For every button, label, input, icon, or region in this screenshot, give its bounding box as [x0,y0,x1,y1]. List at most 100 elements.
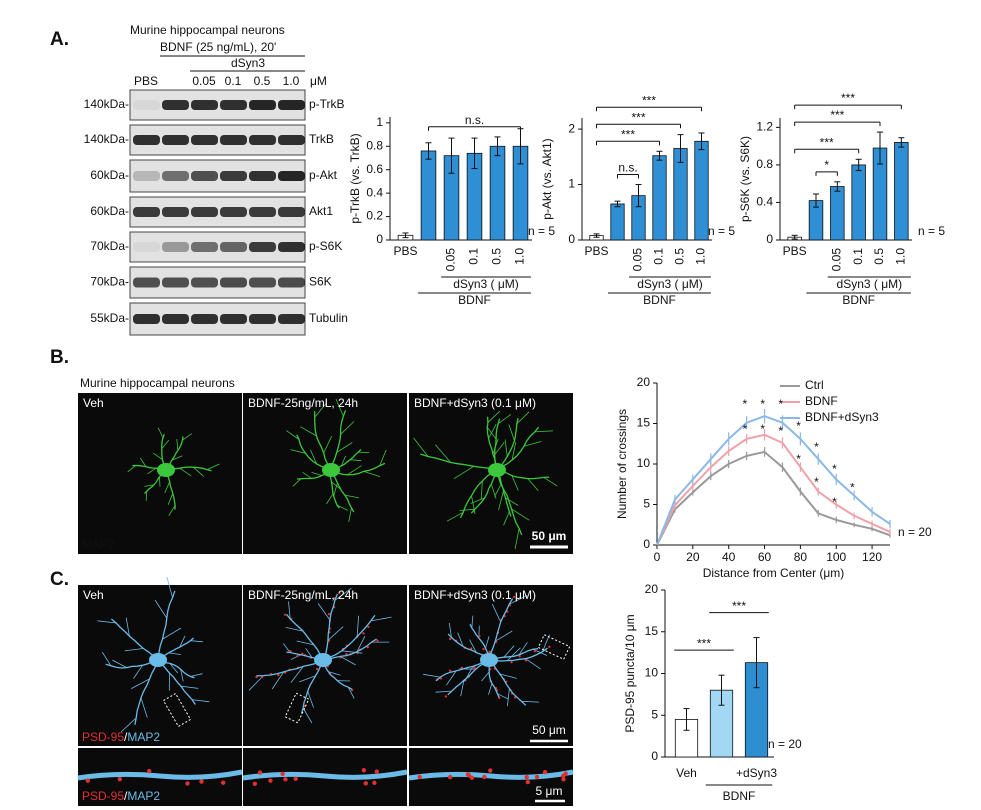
puncta [488,650,491,653]
dendrite [508,424,515,441]
dendrite [341,650,363,654]
y-tick-label: 0.6 [366,162,383,176]
band [220,135,247,145]
band [278,242,305,252]
dendrite [340,656,356,666]
dendrite [299,675,316,683]
significance: * [824,158,829,172]
blot-drug: dSyn3 [231,56,265,70]
dendrite [124,648,144,652]
significance: *** [642,93,656,107]
dendrite [542,634,550,652]
puncta [518,655,521,658]
zoom-box [162,692,192,728]
mw-marker: 60kDa- [90,168,129,182]
image-label: BDNF+dSyn3 (0.1 μM) [414,396,536,410]
dendrite [190,640,203,643]
x-tick-label: PBS [584,244,608,258]
band [191,135,218,145]
dendrite [296,640,314,646]
puncta [525,779,531,785]
y-tick-label: 0.2 [366,209,383,223]
puncta [374,769,379,774]
dendrite [180,685,199,689]
soma [314,653,332,667]
soma [157,463,175,477]
dendrite [459,508,475,511]
puncta [362,632,365,635]
significance: * [742,397,747,411]
panel-b-title: Murine hippocampal neurons [80,376,235,390]
dendrite [285,627,304,632]
dendrite [168,505,176,517]
y-tick-label: 0.8 [756,157,773,171]
dendrite [525,658,541,670]
note: n = 5 [528,224,555,238]
band [278,100,305,110]
dendrite [511,475,519,491]
error-bar [635,184,642,208]
dendrite-zoom [408,769,574,781]
dendrite [507,647,521,661]
protein-label: p-Akt [309,168,338,182]
bar [851,164,866,241]
error-bar [656,150,663,161]
band [191,314,218,324]
dendrite [346,465,362,476]
dendrite [157,659,196,705]
dendrite [256,659,324,677]
significance: * [832,462,837,476]
y-axis-label: Number of crossings [615,409,629,519]
dendrite [333,482,338,497]
puncta [542,769,548,775]
legend-label: BDNF [805,394,838,408]
error-bar [402,232,409,239]
y-tick-label: 0 [568,232,575,246]
dendrite [193,466,204,477]
dendrite [511,442,517,461]
dendrite [322,638,377,661]
significance: n.s. [618,161,637,175]
image-label: BDNF-25ng/mL, 24h [248,396,358,410]
dendrite [511,508,530,521]
dendrite [282,643,291,653]
dendrite [509,595,528,605]
dendrite [248,675,264,691]
mw-marker: 55kDa- [90,311,129,325]
y-tick-label: 5 [651,707,658,721]
group-label: dSyn3 ( μM) [837,277,903,291]
band [249,242,276,252]
dendrite [179,635,186,648]
y-tick-label: 2 [568,121,575,135]
dendrite [459,469,498,519]
band [133,207,160,217]
puncta [444,695,448,698]
x-tick-label: 0.5 [673,248,687,265]
band [249,277,276,288]
dendrite [154,599,168,619]
dendrite [311,472,322,476]
x-tick-label: 0.05 [444,248,458,272]
dendrite [140,697,148,718]
dendrite [314,411,332,471]
x-tick-label: 80 [794,550,808,564]
puncta [524,774,529,780]
bar [652,155,667,241]
x-tick-label: Veh [676,766,697,780]
blot-treatment: BDNF (25 ng/mL), 20' [160,40,276,54]
soma [480,653,498,667]
stain-red: PSD-95 [82,730,124,744]
dendrite [290,449,306,454]
dendrite [486,416,498,471]
dendrite [347,687,355,699]
panel-label: B. [50,347,69,368]
dendrite [330,410,347,471]
band [220,100,247,110]
image-label: BDNF+dSyn3 (0.1 μM) [414,588,536,602]
dendrite [125,617,130,637]
dendrite [464,666,474,682]
dendrite [101,651,112,666]
dendrite [144,484,154,487]
band [278,135,305,145]
significance: *** [631,110,645,124]
